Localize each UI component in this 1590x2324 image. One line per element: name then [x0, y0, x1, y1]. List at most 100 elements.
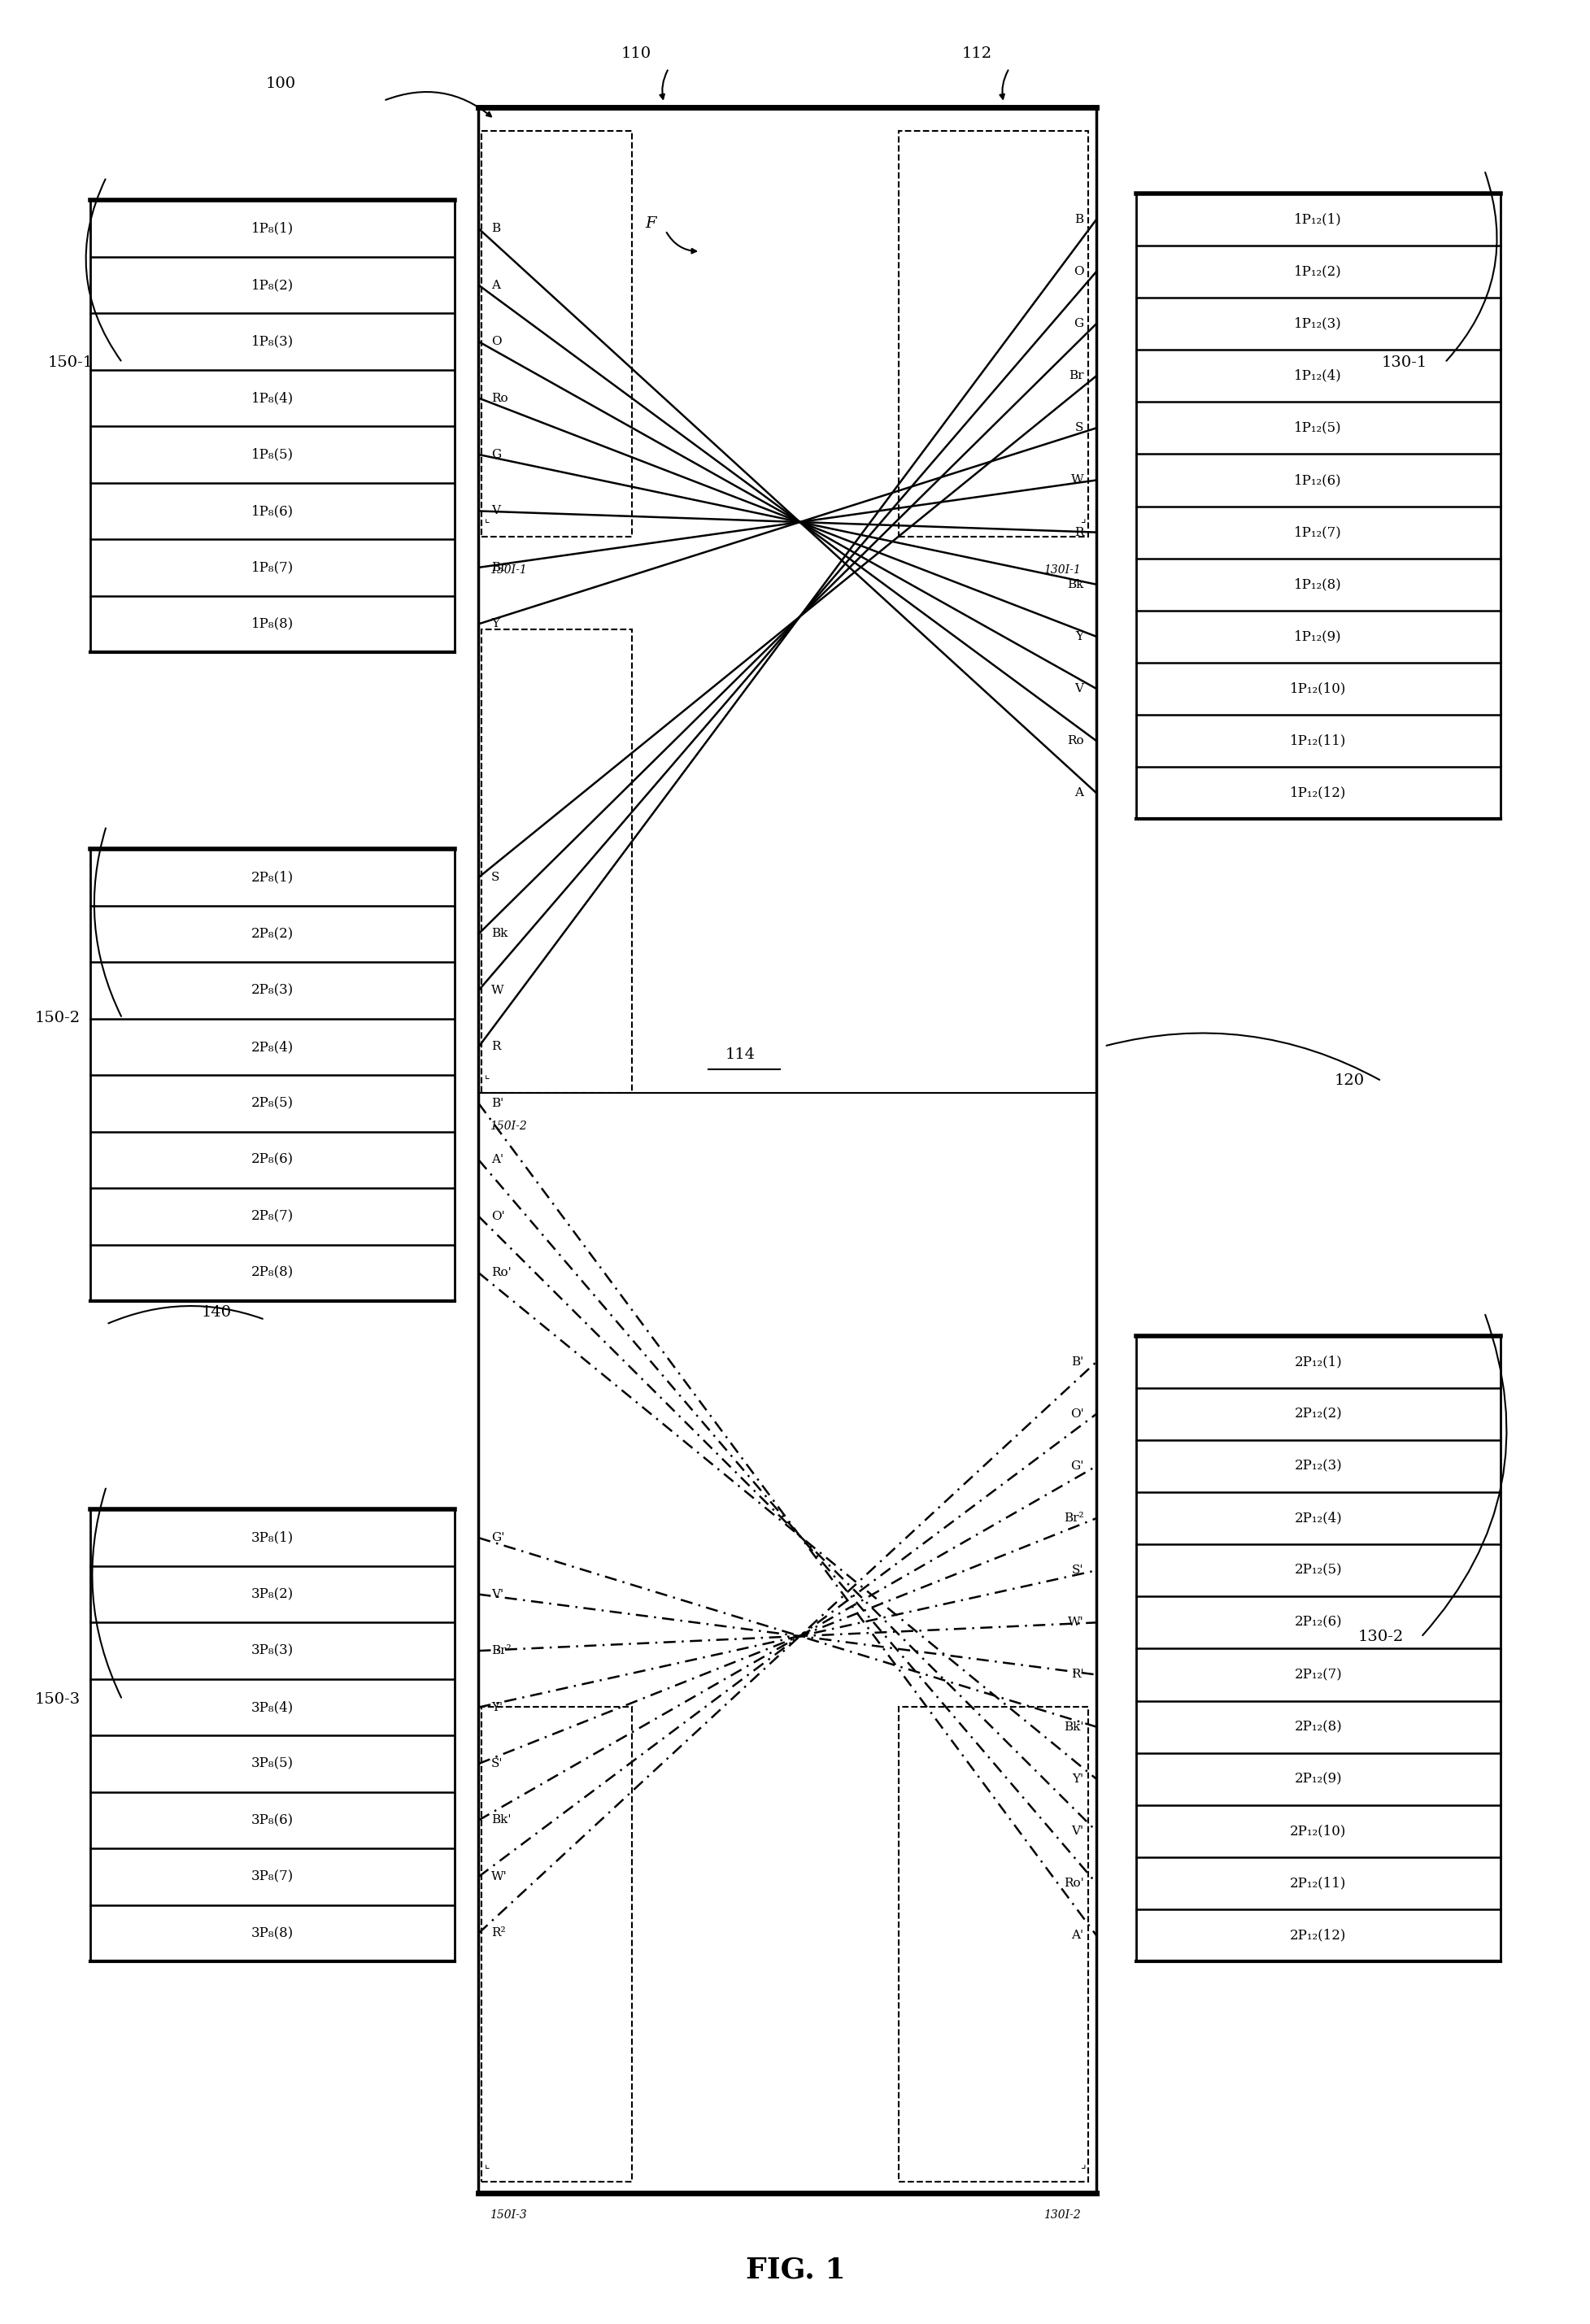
Text: Ro: Ro	[1067, 734, 1083, 746]
Text: ⌞: ⌞	[485, 514, 490, 525]
Text: A': A'	[1070, 1929, 1083, 1941]
Text: B': B'	[491, 1097, 504, 1109]
Text: 2P₁₂(7): 2P₁₂(7)	[1294, 1669, 1342, 1683]
Text: W: W	[1070, 474, 1083, 486]
Text: Br²: Br²	[1064, 1513, 1083, 1525]
Text: F: F	[644, 216, 655, 230]
Text: Ro': Ro'	[1064, 1878, 1083, 1889]
Bar	[91, 200, 455, 653]
Text: 2P₁₂(5): 2P₁₂(5)	[1294, 1564, 1342, 1578]
Text: 150-2: 150-2	[35, 1011, 81, 1025]
Text: 140: 140	[202, 1306, 232, 1320]
Text: 100: 100	[266, 77, 296, 91]
Bar	[91, 1511, 455, 1961]
Text: Br²: Br²	[491, 1645, 510, 1657]
Text: G': G'	[1070, 1459, 1083, 1471]
Text: 3P₈(8): 3P₈(8)	[251, 1927, 294, 1941]
Bar	[482, 1706, 631, 2182]
Text: 2P₈(3): 2P₈(3)	[251, 983, 294, 997]
Text: O': O'	[491, 1211, 504, 1222]
Text: 2P₈(6): 2P₈(6)	[251, 1153, 294, 1167]
Text: 1P₁₂(3): 1P₁₂(3)	[1294, 316, 1342, 330]
Text: R²: R²	[491, 1927, 506, 1938]
Bar	[898, 1706, 1088, 2182]
Text: 150I-1: 150I-1	[490, 565, 526, 576]
Text: G: G	[491, 449, 501, 460]
Bar	[91, 848, 455, 1301]
Text: 3P₈(1): 3P₈(1)	[251, 1532, 294, 1545]
Text: 2P₁₂(11): 2P₁₂(11)	[1289, 1875, 1345, 1889]
Text: 2P₈(1): 2P₈(1)	[251, 872, 294, 885]
Text: 1P₈(2): 1P₈(2)	[251, 279, 294, 293]
Bar	[479, 107, 1096, 2194]
Text: W': W'	[1067, 1618, 1083, 1629]
Text: B: B	[491, 223, 501, 235]
Text: 130-1: 130-1	[1380, 356, 1426, 370]
Text: W': W'	[491, 1871, 507, 1882]
Text: 150I-2: 150I-2	[490, 1120, 526, 1132]
Text: ⌞: ⌞	[485, 2159, 490, 2171]
Text: 1P₁₂(4): 1P₁₂(4)	[1294, 370, 1342, 383]
Text: Ro': Ro'	[491, 1267, 510, 1278]
Text: Bk: Bk	[1067, 579, 1083, 590]
Text: 2P₈(7): 2P₈(7)	[251, 1208, 294, 1222]
Text: 1P₁₂(7): 1P₁₂(7)	[1294, 525, 1342, 539]
Text: 1P₈(6): 1P₈(6)	[251, 504, 294, 518]
Text: 3P₈(5): 3P₈(5)	[251, 1757, 294, 1771]
Text: O: O	[491, 337, 501, 346]
Bar	[482, 130, 631, 537]
Text: 1P₁₂(10): 1P₁₂(10)	[1289, 681, 1345, 695]
Text: 2P₁₂(4): 2P₁₂(4)	[1294, 1511, 1342, 1525]
Text: 2P₁₂(2): 2P₁₂(2)	[1294, 1406, 1342, 1420]
Text: 130-2: 130-2	[1356, 1629, 1402, 1645]
Text: Ro: Ro	[491, 393, 507, 404]
Text: V': V'	[1070, 1824, 1083, 1836]
Text: 112: 112	[962, 46, 992, 60]
Text: G': G'	[491, 1532, 504, 1543]
Text: 2P₈(8): 2P₈(8)	[251, 1267, 294, 1281]
Text: 2P₁₂(8): 2P₁₂(8)	[1294, 1720, 1342, 1734]
Text: 1P₁₂(11): 1P₁₂(11)	[1289, 734, 1345, 748]
Text: S': S'	[491, 1757, 502, 1769]
Text: Y: Y	[491, 618, 499, 630]
Text: B: B	[1075, 214, 1083, 225]
Text: W: W	[491, 985, 504, 997]
Text: 1P₁₂(5): 1P₁₂(5)	[1294, 421, 1342, 435]
Text: 2P₁₂(1): 2P₁₂(1)	[1294, 1355, 1342, 1369]
Text: V': V'	[491, 1590, 504, 1599]
Text: 3P₈(3): 3P₈(3)	[251, 1643, 294, 1657]
Text: A: A	[1075, 788, 1083, 799]
Text: ⌞: ⌞	[485, 1069, 490, 1081]
Bar	[898, 130, 1088, 537]
Text: O': O'	[1070, 1408, 1083, 1420]
Text: 2P₁₂(3): 2P₁₂(3)	[1294, 1459, 1342, 1473]
Text: Br: Br	[491, 562, 506, 574]
Text: 3P₈(7): 3P₈(7)	[251, 1871, 294, 1885]
Text: R: R	[491, 1041, 501, 1053]
Text: FIG. 1: FIG. 1	[746, 2257, 844, 2284]
Text: 3P₈(6): 3P₈(6)	[251, 1813, 294, 1827]
Text: S': S'	[1072, 1564, 1083, 1576]
Text: 1P₁₂(1): 1P₁₂(1)	[1294, 211, 1342, 225]
Text: 2P₁₂(6): 2P₁₂(6)	[1294, 1615, 1342, 1629]
Text: Bk: Bk	[491, 927, 507, 939]
Text: 1P₈(7): 1P₈(7)	[251, 560, 294, 574]
Text: S: S	[1075, 423, 1083, 435]
Text: 150-3: 150-3	[35, 1692, 81, 1706]
Text: ⌟: ⌟	[1080, 2159, 1084, 2171]
Text: 1P₈(8): 1P₈(8)	[251, 618, 294, 630]
Text: 150-1: 150-1	[48, 356, 94, 370]
Text: 120: 120	[1334, 1074, 1364, 1088]
Text: 3P₈(4): 3P₈(4)	[251, 1701, 294, 1715]
Text: 150I-3: 150I-3	[490, 2210, 526, 2222]
Text: 2P₈(2): 2P₈(2)	[251, 927, 294, 941]
Text: 1P₈(1): 1P₈(1)	[251, 221, 294, 235]
Text: 110: 110	[620, 46, 650, 60]
Text: Bk': Bk'	[491, 1815, 510, 1827]
Text: Y: Y	[1075, 630, 1083, 641]
Text: 3P₈(2): 3P₈(2)	[251, 1587, 294, 1601]
Text: Br: Br	[1068, 370, 1083, 381]
Text: 2P₁₂(9): 2P₁₂(9)	[1294, 1771, 1342, 1785]
Text: 2P₁₂(10): 2P₁₂(10)	[1289, 1824, 1345, 1838]
Text: 1P₁₂(12): 1P₁₂(12)	[1289, 786, 1345, 799]
